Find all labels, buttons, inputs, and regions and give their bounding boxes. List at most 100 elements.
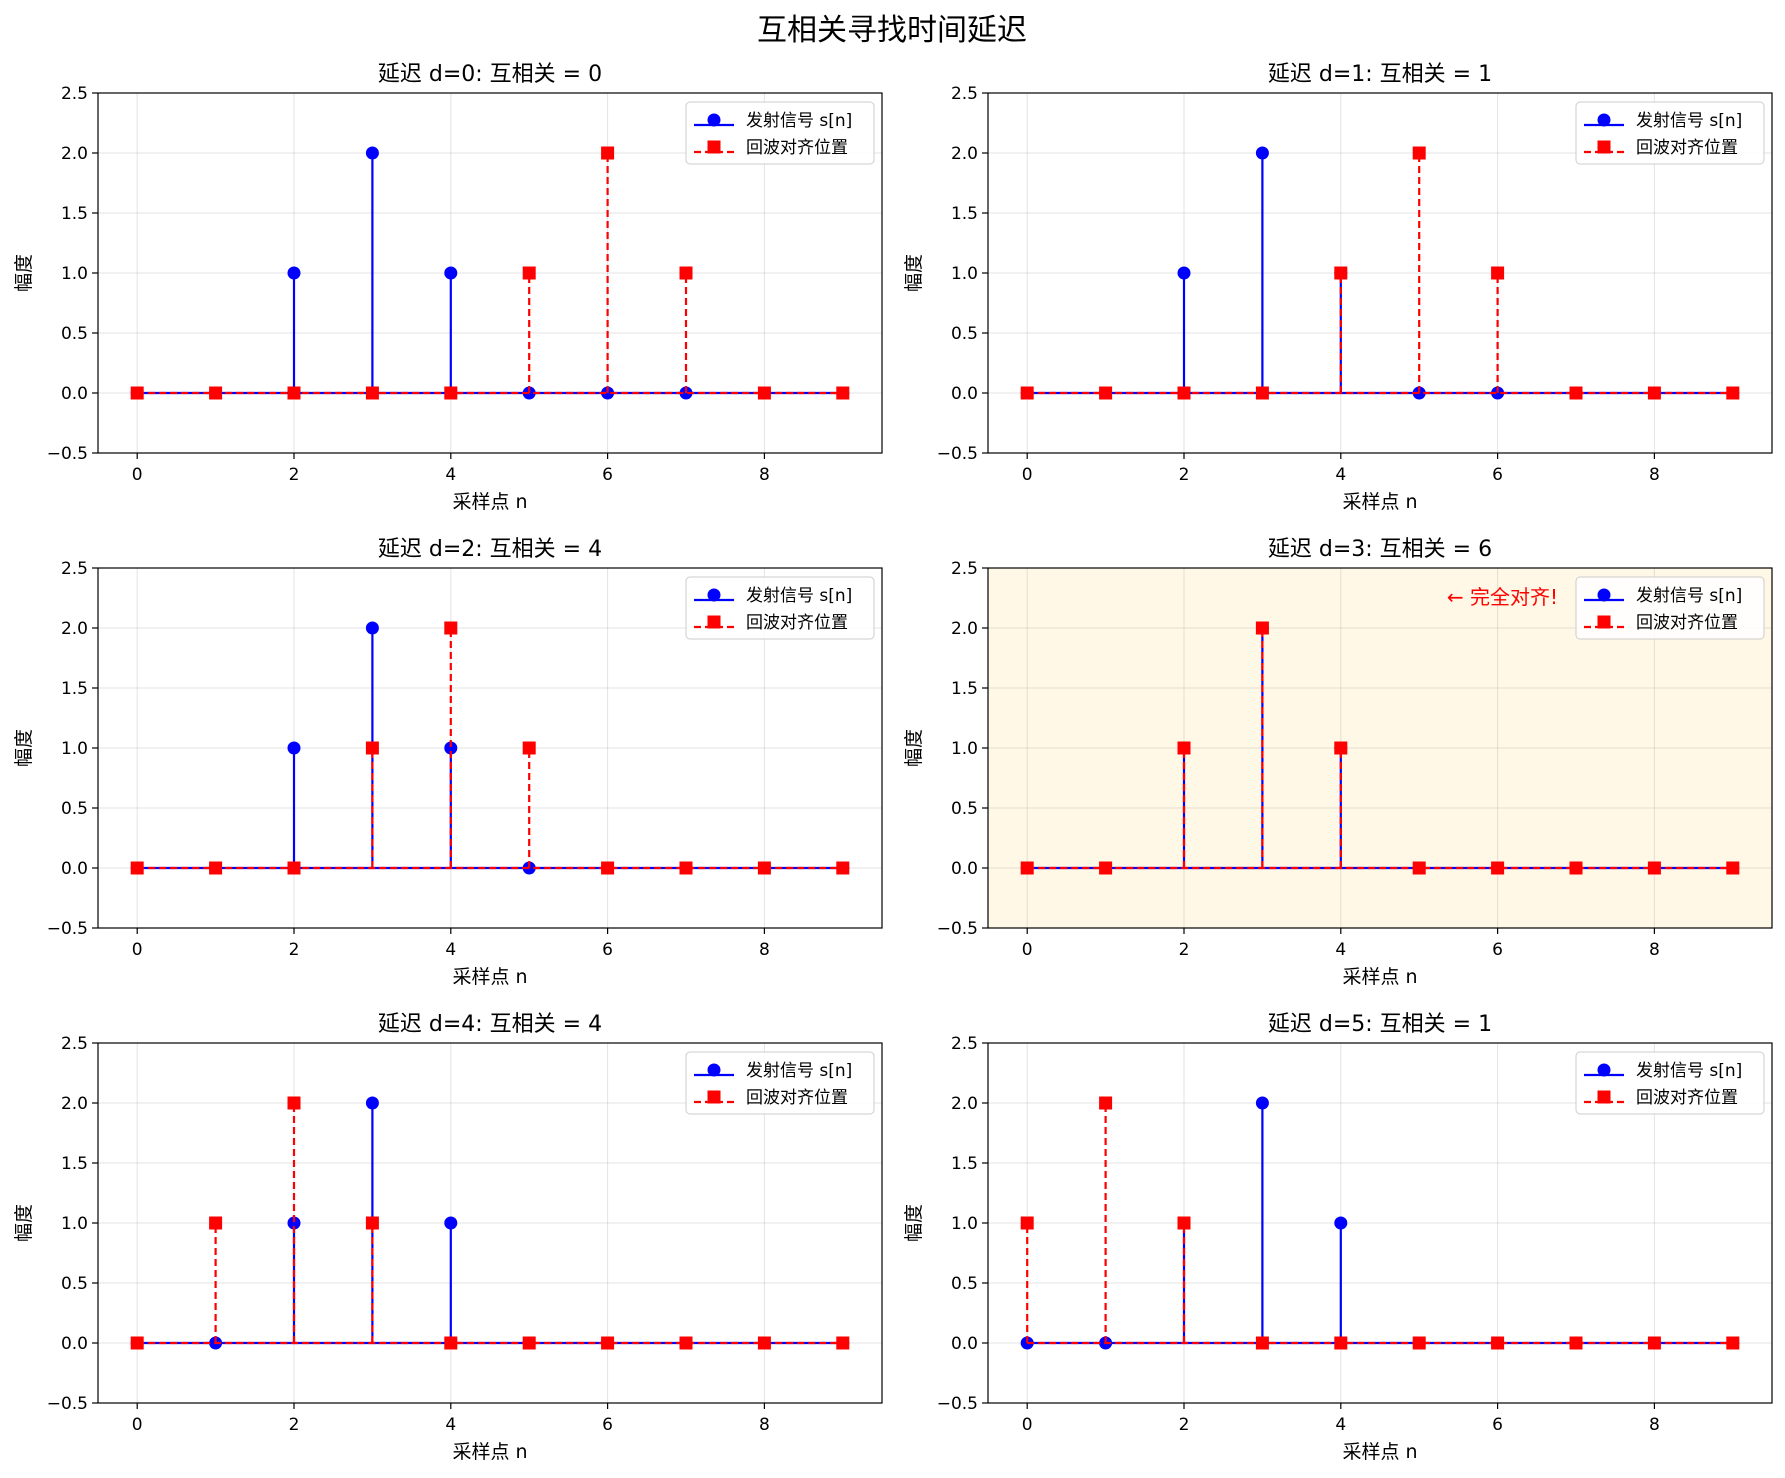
legend-marker bbox=[1597, 1063, 1611, 1077]
x-tick-label: 6 bbox=[602, 465, 613, 485]
series-echo bbox=[130, 1096, 850, 1350]
data-point bbox=[1647, 1336, 1661, 1350]
data-point bbox=[287, 861, 301, 875]
data-point bbox=[1255, 1336, 1269, 1350]
x-tick-label: 4 bbox=[445, 465, 456, 485]
data-point bbox=[1334, 1216, 1348, 1230]
data-point bbox=[1334, 741, 1348, 755]
x-tick-label: 2 bbox=[289, 465, 300, 485]
data-point bbox=[209, 861, 223, 875]
x-tick-label: 4 bbox=[445, 1415, 456, 1435]
legend-marker bbox=[707, 1063, 721, 1077]
y-tick-label: 0.5 bbox=[61, 799, 88, 819]
y-tick-label: 2.0 bbox=[951, 619, 978, 639]
data-point bbox=[836, 1336, 850, 1350]
y-tick-label: 2.5 bbox=[61, 1034, 88, 1054]
subplot-grid: 0 2 4 6 8 −0.5 0.0 0.5 1.0 1.5 2.0 2.5 采样点 n 幅度 延迟 d=0… bbox=[13, 62, 1773, 1463]
x-tick-label: 0 bbox=[132, 1415, 143, 1435]
subplot-1: 0 2 4 6 8 −0.5 0.0 0.5 1.0 1.5 2.0 2.5 采样点 n 幅度 延迟 d=1… bbox=[903, 62, 1773, 513]
data-point bbox=[522, 266, 536, 280]
data-point bbox=[365, 146, 379, 160]
x-tick-label: 2 bbox=[1179, 465, 1190, 485]
legend-marker bbox=[707, 140, 721, 154]
legend-label: 回波对齐位置 bbox=[1636, 1088, 1738, 1108]
subplot-3: 0 2 4 6 8 −0.5 0.0 0.5 1.0 1.5 2.0 2.5 采样点 n 幅度 延迟 d=3… bbox=[903, 537, 1773, 988]
subplot-5: 0 2 4 6 8 −0.5 0.0 0.5 1.0 1.5 2.0 2.5 采样点 n 幅度 延迟 d=5… bbox=[903, 1012, 1773, 1463]
data-point bbox=[1569, 1336, 1583, 1350]
legend-label: 发射信号 s[n] bbox=[746, 586, 852, 606]
y-tick-label: 2.0 bbox=[61, 619, 88, 639]
legend-label: 发射信号 s[n] bbox=[1636, 111, 1742, 131]
data-point bbox=[1255, 146, 1269, 160]
data-point bbox=[836, 861, 850, 875]
subplot-0: 0 2 4 6 8 −0.5 0.0 0.5 1.0 1.5 2.0 2.5 采样点 n 幅度 延迟 d=0… bbox=[13, 62, 883, 513]
x-axis-label: 采样点 n bbox=[1342, 491, 1417, 513]
y-tick-label: 2.5 bbox=[951, 84, 978, 104]
data-point bbox=[601, 861, 615, 875]
data-point bbox=[601, 1336, 615, 1350]
legend: 发射信号 s[n] 回波对齐位置 bbox=[1575, 576, 1765, 640]
x-tick-label: 2 bbox=[1179, 940, 1190, 960]
data-point bbox=[1020, 1216, 1034, 1230]
data-point bbox=[209, 386, 223, 400]
data-point bbox=[1412, 146, 1426, 160]
y-tick-label: 0.5 bbox=[951, 799, 978, 819]
data-point bbox=[522, 1336, 536, 1350]
data-point bbox=[1255, 386, 1269, 400]
legend-marker bbox=[1597, 615, 1611, 629]
data-point bbox=[679, 266, 693, 280]
data-point bbox=[757, 1336, 771, 1350]
y-tick-label: 1.5 bbox=[951, 679, 978, 699]
legend-marker bbox=[1597, 113, 1611, 127]
data-point bbox=[1491, 266, 1505, 280]
y-axis-label: 幅度 bbox=[13, 729, 35, 767]
data-point bbox=[365, 1216, 379, 1230]
x-tick-label: 6 bbox=[602, 1415, 613, 1435]
x-axis-label: 采样点 n bbox=[1342, 1441, 1417, 1463]
y-tick-label: −0.5 bbox=[937, 1394, 978, 1414]
y-tick-label: −0.5 bbox=[937, 919, 978, 939]
legend-label: 回波对齐位置 bbox=[746, 1088, 848, 1108]
data-point bbox=[287, 1096, 301, 1110]
legend-label: 发射信号 s[n] bbox=[746, 111, 852, 131]
y-tick-label: −0.5 bbox=[47, 1394, 88, 1414]
legend-label: 发射信号 s[n] bbox=[1636, 586, 1742, 606]
y-tick-label: 0.5 bbox=[951, 324, 978, 344]
legend-marker bbox=[707, 113, 721, 127]
x-tick-label: 0 bbox=[1022, 465, 1033, 485]
data-point bbox=[1412, 861, 1426, 875]
x-tick-label: 4 bbox=[1335, 1415, 1346, 1435]
legend-box bbox=[685, 576, 875, 640]
data-point bbox=[287, 1216, 301, 1230]
x-tick-label: 6 bbox=[602, 940, 613, 960]
data-point bbox=[757, 861, 771, 875]
legend-marker bbox=[1597, 588, 1611, 602]
legend-marker bbox=[707, 588, 721, 602]
y-tick-label: 2.5 bbox=[951, 1034, 978, 1054]
legend-label: 回波对齐位置 bbox=[746, 613, 848, 633]
y-tick-label: 2.0 bbox=[61, 144, 88, 164]
y-tick-label: 0.0 bbox=[951, 1334, 978, 1354]
y-tick-label: −0.5 bbox=[47, 444, 88, 464]
y-tick-label: 0.0 bbox=[61, 384, 88, 404]
data-point bbox=[444, 266, 458, 280]
data-point bbox=[1412, 1336, 1426, 1350]
x-tick-label: 4 bbox=[1335, 940, 1346, 960]
data-point bbox=[757, 386, 771, 400]
data-point bbox=[1569, 861, 1583, 875]
data-point bbox=[1099, 386, 1113, 400]
series-echo bbox=[130, 146, 850, 400]
subplot-title: 延迟 d=1: 互相关 = 1 bbox=[1268, 62, 1492, 87]
series-echo bbox=[1020, 621, 1740, 875]
series-echo bbox=[1020, 1096, 1740, 1350]
figure-title: 互相关寻找时间延迟 bbox=[757, 13, 1027, 48]
subplot-title: 延迟 d=2: 互相关 = 4 bbox=[378, 537, 602, 562]
x-tick-label: 8 bbox=[1649, 465, 1660, 485]
y-tick-label: −0.5 bbox=[937, 444, 978, 464]
subplot-title: 延迟 d=3: 互相关 = 6 bbox=[1268, 537, 1492, 562]
x-axis-label: 采样点 n bbox=[1342, 966, 1417, 988]
legend: 发射信号 s[n] 回波对齐位置 bbox=[685, 576, 875, 640]
legend-label: 回波对齐位置 bbox=[1636, 138, 1738, 158]
data-point bbox=[365, 1096, 379, 1110]
data-point bbox=[1020, 386, 1034, 400]
